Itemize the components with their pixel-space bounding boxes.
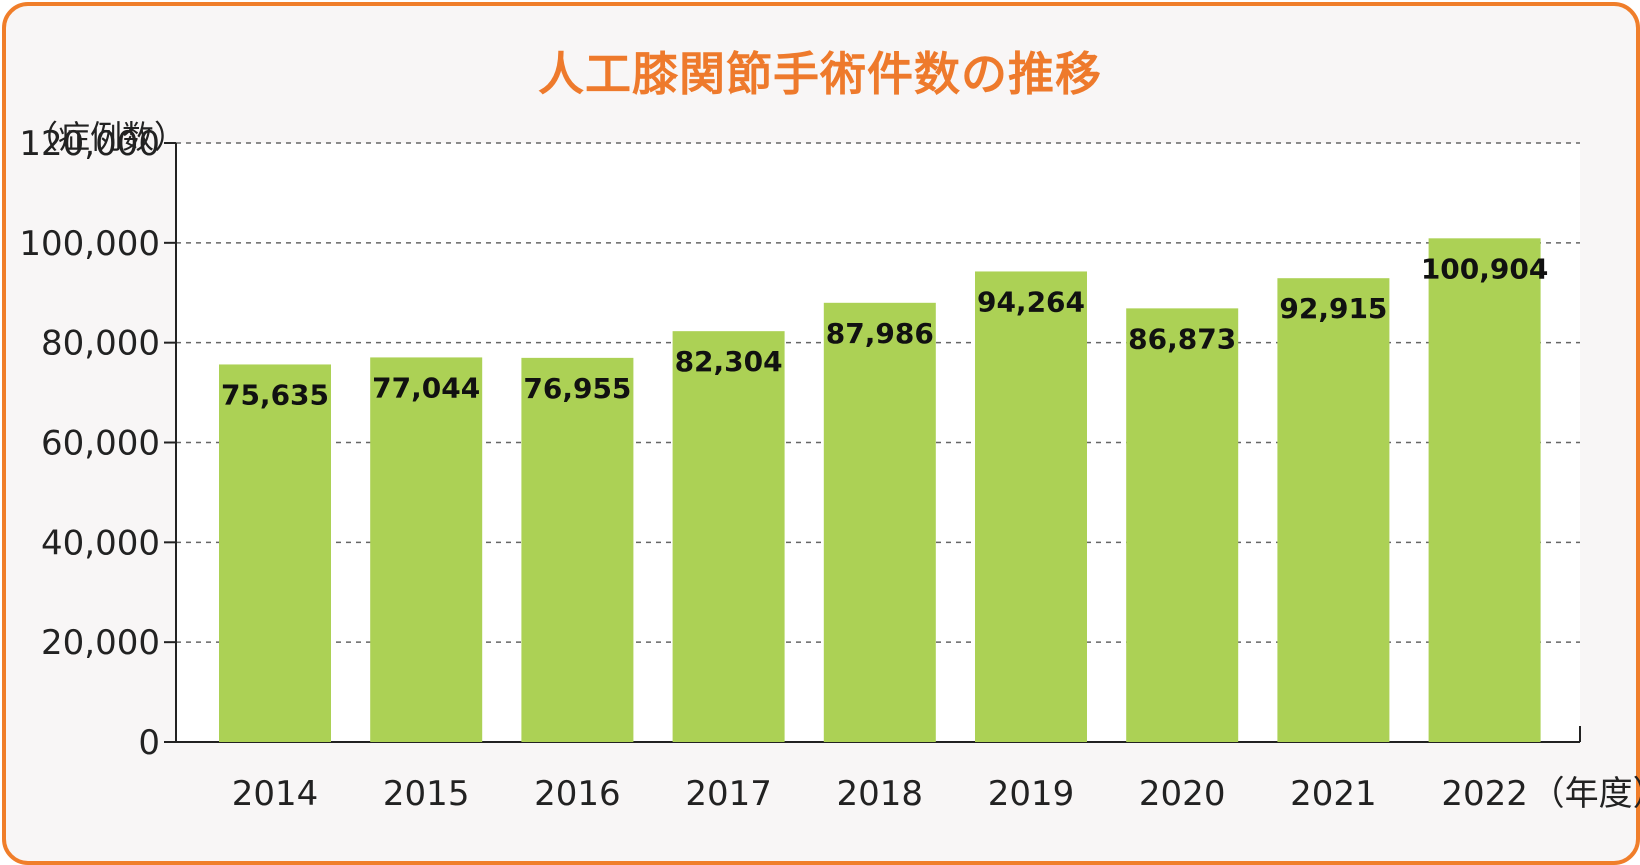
data-label: 75,635 <box>221 378 329 411</box>
y-tick-label: 0 <box>138 723 160 763</box>
x-tick-label: 2017 <box>685 774 772 814</box>
data-label: 100,904 <box>1421 252 1549 285</box>
bar <box>975 271 1087 742</box>
bar <box>1277 278 1390 742</box>
y-tick-label: 100,000 <box>19 224 160 264</box>
bar <box>370 357 483 742</box>
x-tick-label: 2015 <box>383 774 470 814</box>
data-label: 82,304 <box>675 345 783 378</box>
chart-title: 人工膝関節手術件数の推移 <box>538 47 1102 101</box>
y-tick-label: 60,000 <box>41 424 160 464</box>
data-label: 87,986 <box>826 317 934 350</box>
data-label: 94,264 <box>977 285 1085 318</box>
y-tick-label: 80,000 <box>41 324 160 364</box>
bar <box>672 331 785 742</box>
bar <box>823 302 936 742</box>
y-axis-label: （症例数） <box>26 118 186 156</box>
data-label: 76,955 <box>523 372 631 405</box>
x-tick-label: 2022 <box>1441 774 1528 814</box>
bar <box>1126 308 1239 742</box>
x-tick-label: 2021 <box>1290 774 1377 814</box>
x-tick-label: 2019 <box>988 774 1075 814</box>
x-tick-label: 2020 <box>1139 774 1226 814</box>
y-tick-label: 20,000 <box>41 623 160 663</box>
bar <box>521 357 634 742</box>
x-tick-label: 2016 <box>534 774 621 814</box>
data-label: 77,044 <box>372 371 480 404</box>
x-tick-label: 2018 <box>837 774 924 814</box>
data-label: 92,915 <box>1279 292 1387 325</box>
bar <box>219 364 331 742</box>
y-tick-label: 120,000 <box>19 124 160 164</box>
data-label: 86,873 <box>1128 322 1236 355</box>
x-axis-unit-label: （年度） <box>1531 774 1640 814</box>
x-tick-label: 2014 <box>232 774 319 814</box>
bar <box>1428 238 1541 742</box>
y-tick-label: 40,000 <box>41 523 160 563</box>
